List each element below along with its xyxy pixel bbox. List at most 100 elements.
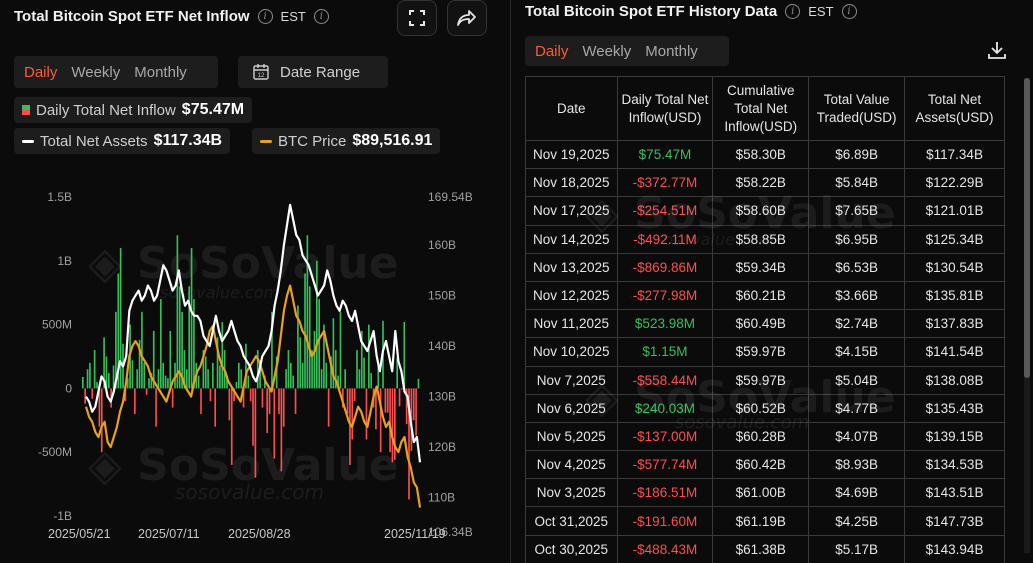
- inflow-bar: [375, 388, 377, 430]
- inflow-bar: [84, 388, 87, 404]
- inflow-bar: [108, 373, 110, 389]
- table-row[interactable]: Nov 14,2025 -$492.11M $58.85B $6.95B $125.34…: [525, 224, 1005, 254]
- inflow-bar: [150, 373, 153, 389]
- inflow-bar: [238, 362, 240, 389]
- cell-traded: $4.69B: [808, 478, 906, 508]
- inflow-bar: [119, 248, 122, 389]
- timezone-info-icon[interactable]: i: [313, 9, 329, 24]
- inflow-bar: [256, 350, 259, 389]
- inflow-bar: [394, 388, 396, 460]
- left-axis-tick: -1B: [53, 509, 72, 523]
- inflow-bar: [403, 322, 406, 389]
- inflow-bar: [167, 378, 169, 389]
- inflow-bar: [214, 388, 217, 427]
- cell-assets: $135.43B: [904, 393, 1005, 423]
- table-row[interactable]: Nov 6,2025 $240.03M $60.52B $4.77B $135.43B: [525, 393, 1005, 423]
- history-tab-daily[interactable]: Daily: [535, 42, 569, 60]
- history-table-body: Nov 19,2025 $75.47M $58.30B $6.89B $117.34B N…: [525, 139, 1005, 563]
- table-row[interactable]: Nov 12,2025 -$277.98M $60.21B $3.66B $135.81…: [525, 280, 1005, 311]
- date-range-button[interactable]: 12 Date Range: [238, 56, 388, 88]
- right-axis-tick: 160B: [428, 238, 456, 252]
- inflow-bar: [325, 362, 328, 389]
- inflow-bar: [365, 388, 368, 440]
- col-date[interactable]: Date: [525, 76, 618, 141]
- table-row[interactable]: Nov 17,2025 -$254.51M $58.60B $7.65B $121.01…: [525, 196, 1005, 226]
- inflow-bar: [219, 365, 221, 389]
- cell-inflow: -$191.60M: [616, 506, 714, 536]
- legend-btc[interactable]: BTC Price $89,516.91: [252, 128, 441, 154]
- inflow-bar: [304, 273, 306, 389]
- scrollbar-thumb[interactable]: [1024, 78, 1030, 378]
- history-tab-monthly[interactable]: Monthly: [645, 42, 698, 60]
- inflow-bar: [379, 388, 382, 453]
- col-cumulative-inflow[interactable]: Cumulative Total Net Inflow(USD): [712, 76, 810, 141]
- cell-inflow: -$492.11M: [616, 224, 714, 254]
- cell-inflow: -$254.51M: [616, 196, 714, 226]
- info-icon[interactable]: i: [257, 9, 273, 24]
- cell-assets: $141.54B: [904, 337, 1005, 367]
- table-row[interactable]: Nov 3,2025 -$186.51M $61.00B $4.69B $143.51B: [525, 478, 1005, 508]
- share-button[interactable]: [447, 0, 487, 36]
- inflow-bar: [141, 311, 143, 389]
- download-button[interactable]: [987, 40, 1007, 65]
- inflow-bar: [370, 373, 373, 389]
- inflow-bar: [226, 375, 228, 389]
- inflow-bar: [89, 362, 91, 389]
- table-row[interactable]: Nov 4,2025 -$577.74M $60.42B $8.93B $134.53B: [525, 450, 1005, 480]
- cell-assets: $117.34B: [904, 139, 1005, 170]
- cell-date: Nov 19,2025: [525, 139, 618, 170]
- inflow-bar: [82, 376, 84, 389]
- table-row[interactable]: Nov 10,2025 $1.15M $59.97B $4.15B $141.54B: [525, 337, 1005, 367]
- cell-cum: $58.85B: [712, 224, 810, 254]
- inflow-bar: [292, 375, 295, 389]
- inflow-bar: [323, 324, 325, 389]
- inflow-bar: [408, 388, 410, 500]
- table-row[interactable]: Oct 31,2025 -$191.60M $61.19B $4.25B $147.73…: [525, 506, 1005, 536]
- left-axis-tick: 500M: [42, 318, 72, 332]
- history-tab-weekly[interactable]: Weekly: [582, 42, 632, 60]
- inflow-bar: [221, 322, 224, 389]
- table-row[interactable]: Oct 30,2025 -$488.43M $61.38B $5.17B $143.94…: [525, 534, 1005, 563]
- fullscreen-button[interactable]: [397, 0, 437, 36]
- table-row[interactable]: Nov 11,2025 $523.98M $60.49B $2.74B $137.83B: [525, 309, 1005, 339]
- history-timezone-info-icon[interactable]: i: [841, 4, 857, 19]
- table-row[interactable]: Nov 13,2025 -$869.86M $59.34B $6.53B $130.54…: [525, 252, 1005, 282]
- tab-monthly[interactable]: Monthly: [134, 63, 187, 81]
- cell-cum: $61.38B: [712, 534, 810, 563]
- history-table-container[interactable]: Date Daily Total Net Inflow(USD) Cumulat…: [525, 76, 1019, 563]
- inflow-bar: [242, 388, 245, 408]
- table-scrollbar[interactable]: [1024, 78, 1030, 553]
- inflow-bar: [377, 365, 380, 389]
- col-value-traded[interactable]: Total Value Traded(USD): [808, 76, 906, 141]
- x-axis-tick: 2025/11/19: [384, 527, 446, 541]
- table-row[interactable]: Nov 5,2025 -$137.00M $60.28B $4.07B $139.15B: [525, 421, 1005, 452]
- cell-traded: $4.15B: [808, 337, 906, 367]
- history-info-icon[interactable]: i: [785, 4, 801, 19]
- history-title: Total Bitcoin Spot ETF History Data: [525, 3, 778, 20]
- inflow-bar: [252, 388, 254, 446]
- cell-cum: $59.97B: [712, 365, 810, 395]
- inflow-bar: [285, 369, 287, 389]
- legend-inflow[interactable]: Daily Total Net Inflow $75.47M: [14, 97, 253, 123]
- table-row[interactable]: Nov 7,2025 -$558.44M $59.97B $5.04B $138.08B: [525, 365, 1005, 395]
- assets-legend-icon: [22, 139, 34, 143]
- col-daily-inflow[interactable]: Daily Total Net Inflow(USD): [616, 76, 714, 141]
- inflow-bar: [138, 339, 141, 389]
- inflow-bar: [297, 305, 299, 389]
- left-axis-tick: 1.5B: [47, 190, 72, 204]
- inflow-chart: 1.5B 1B 500M 0 -500M -1B 169.54B 160B 150B 140B 13…: [38, 190, 473, 541]
- table-row[interactable]: Nov 18,2025 -$372.77M $58.22B $5.84B $122.29…: [525, 168, 1005, 198]
- download-icon: [988, 42, 1006, 59]
- inflow-bar: [86, 369, 89, 389]
- table-row[interactable]: Nov 19,2025 $75.47M $58.30B $6.89B $117.34B: [525, 139, 1005, 170]
- left-axis-tick: 0: [65, 381, 72, 395]
- chart-title: Total Bitcoin Spot ETF Net Inflow: [14, 8, 250, 25]
- inflow-bar: [391, 388, 394, 463]
- col-net-assets[interactable]: Total Net Assets(USD): [904, 76, 1005, 141]
- legend-assets[interactable]: Total Net Assets $117.34B: [14, 128, 231, 154]
- tab-weekly[interactable]: Weekly: [71, 63, 121, 81]
- tab-daily[interactable]: Daily: [24, 63, 58, 81]
- right-axis-tick: 106.34B: [428, 525, 473, 539]
- inflow-bar: [358, 369, 361, 389]
- cell-traded: $5.84B: [808, 168, 906, 198]
